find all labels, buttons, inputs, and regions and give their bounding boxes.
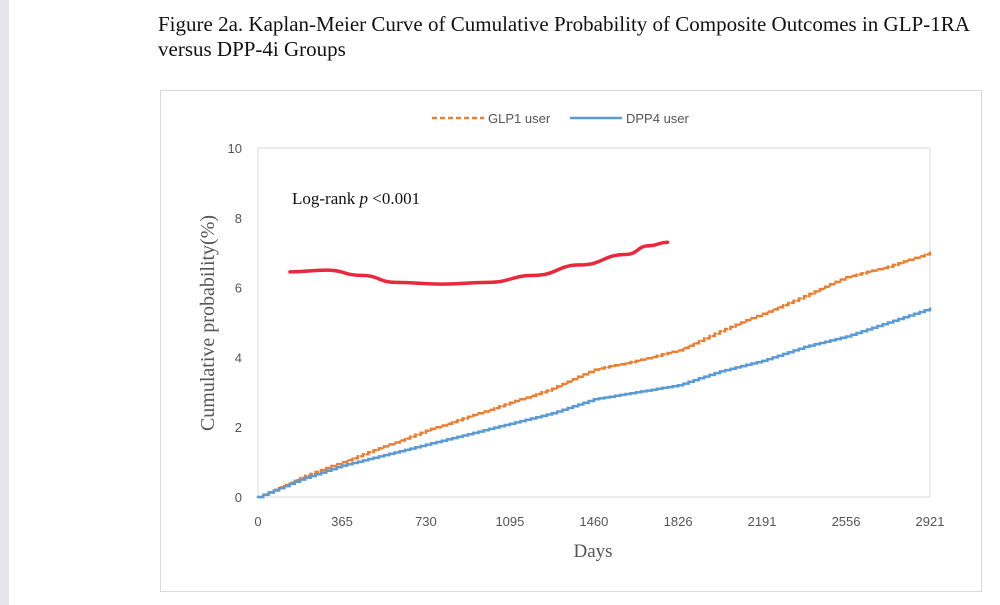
x-tick-label: 2921 [916, 514, 945, 529]
y-tick-label: 2 [235, 420, 242, 435]
figure-title: Figure 2a. Kaplan-Meier Curve of Cumulat… [158, 12, 969, 61]
x-tick-label: 1826 [664, 514, 693, 529]
y-tick-label: 4 [235, 350, 242, 365]
x-tick-label: 2191 [748, 514, 777, 529]
y-tick-label: 8 [235, 211, 242, 226]
legend: GLP1 user DPP4 user [432, 111, 690, 126]
y-tick-label: 6 [235, 281, 242, 296]
legend-label: DPP4 user [626, 111, 690, 126]
x-tick-label: 730 [415, 514, 437, 529]
legend-label: GLP1 user [488, 111, 551, 126]
x-axis-label: Days [573, 541, 612, 562]
log-rank-annotation: Log-rank p <0.001 [292, 189, 420, 208]
y-tick-label: 0 [235, 490, 242, 505]
hand-drawn-curve [288, 240, 670, 286]
chart-frame [160, 90, 982, 592]
x-tick-label: 0 [254, 514, 261, 529]
y-tick-label: 10 [228, 141, 242, 156]
x-tick-label: 1095 [495, 514, 524, 529]
x-tick-label: 1460 [579, 514, 608, 529]
y-axis-label: Cumulative probability(%) [197, 215, 219, 431]
series-line-0 [256, 251, 932, 499]
page-edge [0, 0, 9, 605]
x-tick-label: 2556 [832, 514, 861, 529]
series-line-1 [256, 307, 932, 499]
x-tick-label: 365 [331, 514, 353, 529]
